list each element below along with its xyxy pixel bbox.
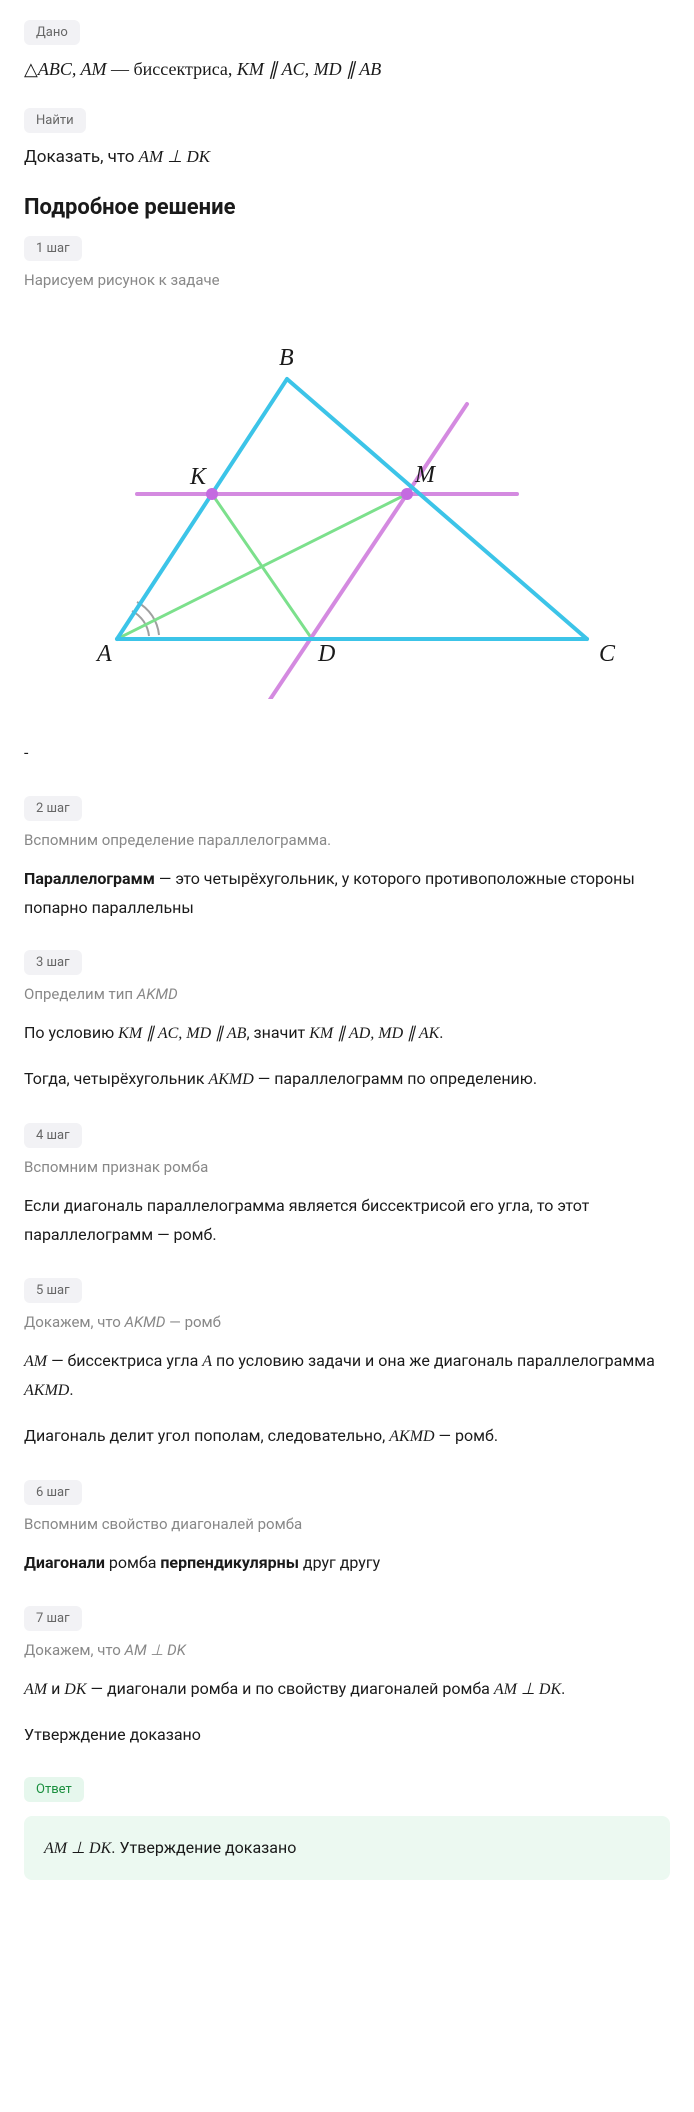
svg-text:M: M bbox=[414, 462, 437, 488]
step-tag: 3 шаг bbox=[24, 950, 82, 975]
answer-box: AM ⊥ DK. Утверждение доказано bbox=[24, 1816, 670, 1880]
step-tag: 1 шаг bbox=[24, 236, 82, 261]
step-body-line: Если диагональ параллелограмма является … bbox=[24, 1192, 670, 1250]
step-body-line: Утверждение доказано bbox=[24, 1721, 670, 1750]
step-body-line: По условию KM ∥ AC, MD ∥ AB, значит KM ∥… bbox=[24, 1019, 670, 1049]
step-gray-text: Вспомним свойство диагоналей ромба bbox=[24, 1515, 670, 1533]
answer-math: AM ⊥ DK bbox=[44, 1840, 111, 1857]
given-math-2: KM ∥ AC, MD ∥ AB bbox=[237, 59, 381, 79]
geometry-diagram: A B C K M D bbox=[67, 319, 627, 699]
step-gray-text: Нарисуем рисунок к задаче bbox=[24, 271, 670, 289]
given-tag: Дано bbox=[24, 20, 80, 45]
svg-text:B: B bbox=[279, 345, 294, 371]
step-tag: 6 шаг bbox=[24, 1480, 82, 1505]
step-gray-text: Докажем, что AM ⊥ DK bbox=[24, 1641, 670, 1659]
given-mid: — биссектриса, bbox=[107, 59, 237, 79]
step-gray-text: Докажем, что AKMD — ромб bbox=[24, 1313, 670, 1331]
step-tag: 4 шаг bbox=[24, 1123, 82, 1148]
answer-text-tail: Утверждение доказано bbox=[119, 1838, 296, 1857]
step-dash: - bbox=[24, 739, 670, 768]
step-gray-text: Вспомним признак ромба bbox=[24, 1158, 670, 1176]
step-tag: 2 шаг bbox=[24, 796, 82, 821]
given-math-1: ABC, AM bbox=[38, 59, 107, 79]
svg-text:A: A bbox=[95, 641, 112, 667]
step-gray-text: Вспомним определение параллелограмма. bbox=[24, 831, 670, 849]
step-body-line: Диагональ делит угол пополам, следовател… bbox=[24, 1422, 670, 1452]
find-tag: Найти bbox=[24, 108, 86, 133]
step-body-line: AM — биссектриса угла A по условию задач… bbox=[24, 1347, 670, 1407]
section-title: Подробное решение bbox=[24, 195, 670, 220]
answer-tag: Ответ bbox=[24, 1777, 84, 1802]
prove-content: Доказать, что AM ⊥ DK bbox=[24, 147, 670, 167]
step-tag: 5 шаг bbox=[24, 1278, 82, 1303]
step-body: Параллелограмм — это четырёхугольник, у … bbox=[24, 865, 670, 923]
svg-text:K: K bbox=[189, 464, 208, 490]
diagram-container: A B C K M D bbox=[24, 319, 670, 699]
step-body-line: AM и DK — диагонали ромба и по свойству … bbox=[24, 1675, 670, 1705]
prove-prefix: Доказать, что bbox=[24, 147, 139, 167]
step-gray-text: Определим тип AKMD bbox=[24, 985, 670, 1003]
svg-text:D: D bbox=[317, 641, 335, 667]
step-body-line: Тогда, четырёхугольник AKMD — параллелог… bbox=[24, 1065, 670, 1095]
svg-text:C: C bbox=[599, 641, 616, 667]
given-content: △ABC, AM — биссектриса, KM ∥ AC, MD ∥ AB bbox=[24, 59, 670, 80]
step-body: Диагонали ромба перпендикулярны друг дру… bbox=[24, 1549, 670, 1578]
given-triangle-sym: △ bbox=[24, 59, 38, 79]
prove-math: AM ⊥ DK bbox=[139, 147, 210, 166]
step-tag: 7 шаг bbox=[24, 1606, 82, 1631]
